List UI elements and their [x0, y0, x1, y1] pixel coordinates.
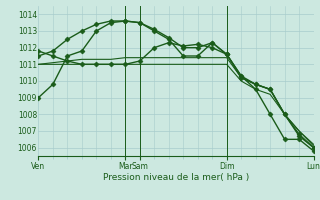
X-axis label: Pression niveau de la mer( hPa ): Pression niveau de la mer( hPa )	[103, 173, 249, 182]
